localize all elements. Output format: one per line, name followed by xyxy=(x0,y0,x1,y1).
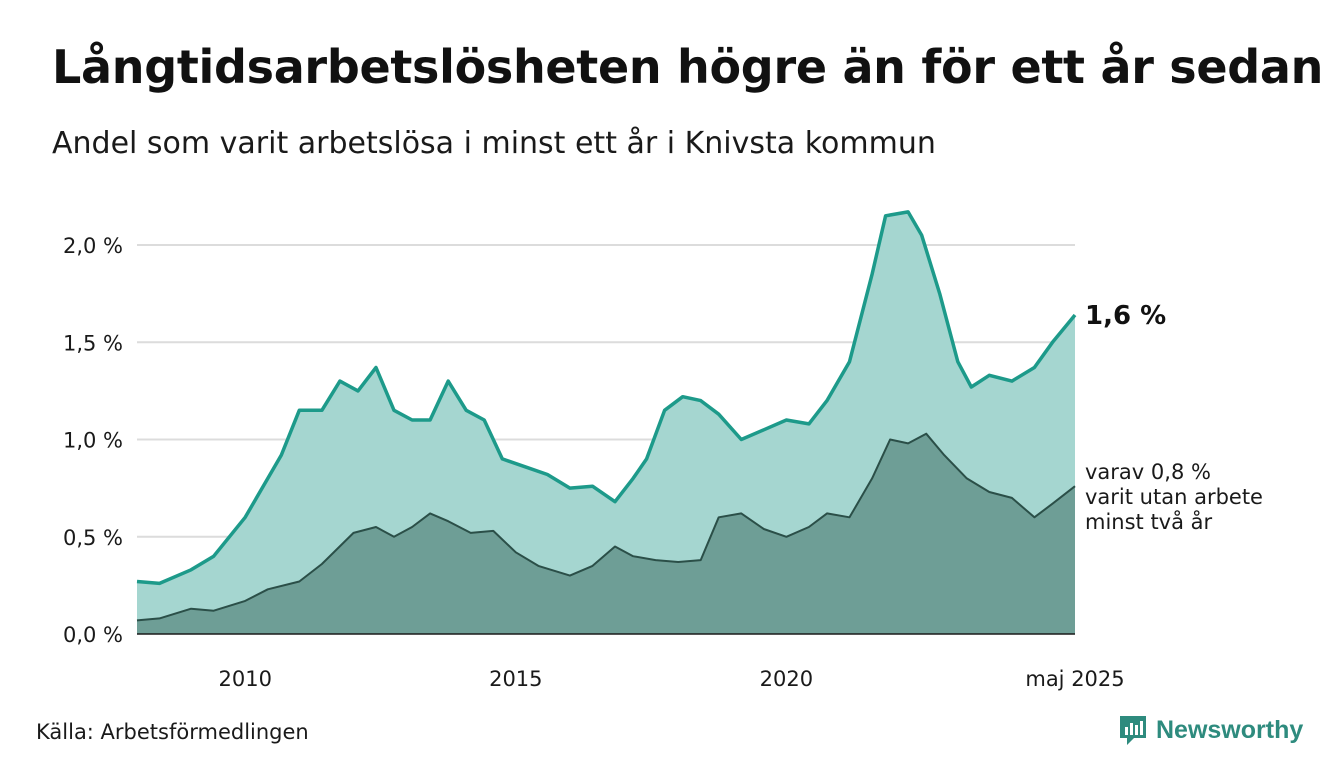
area-series xyxy=(136,210,1077,634)
y-tick-label: 0,0 % xyxy=(63,623,123,647)
sub-series-end-label: varav 0,8 % varit utan arbete minst två år xyxy=(1085,460,1263,534)
sub-series-line xyxy=(136,432,1076,622)
brand-name: Newsworthy xyxy=(1156,715,1304,744)
main-series-end-label: 1,6 % xyxy=(1085,301,1166,331)
x-tick-label: 2010 xyxy=(219,667,272,691)
y-tick-label: 1,5 % xyxy=(63,331,123,355)
chart-title: Långtidsarbetslösheten högre än för ett … xyxy=(52,40,1324,94)
brand-logo[interactable]: Newsworthy xyxy=(1118,714,1303,746)
newsworthy-logo-icon xyxy=(1120,716,1146,745)
main-series-line xyxy=(136,210,1077,586)
y-tick-label: 2,0 % xyxy=(63,234,123,258)
series-labels: 1,6 % varav 0,8 % varit utan arbete minst t… xyxy=(1085,301,1263,534)
axes: 0,0 % 0,5 % 1,0 % 1,5 % 2,0 % 2010 2015 2020 maj… xyxy=(63,234,1125,691)
sub-series-area xyxy=(137,433,1075,634)
chart-subtitle: Andel som varit arbetslösa i minst ett å… xyxy=(52,126,936,161)
source-note: Källa: Arbetsförmedlingen xyxy=(36,720,309,744)
x-tick-label: maj 2025 xyxy=(1025,667,1124,691)
y-tick-label: 0,5 % xyxy=(63,526,123,550)
x-tick-label: 2020 xyxy=(760,667,813,691)
x-tick-label: 2015 xyxy=(489,667,542,691)
y-tick-label: 1,0 % xyxy=(63,429,123,453)
